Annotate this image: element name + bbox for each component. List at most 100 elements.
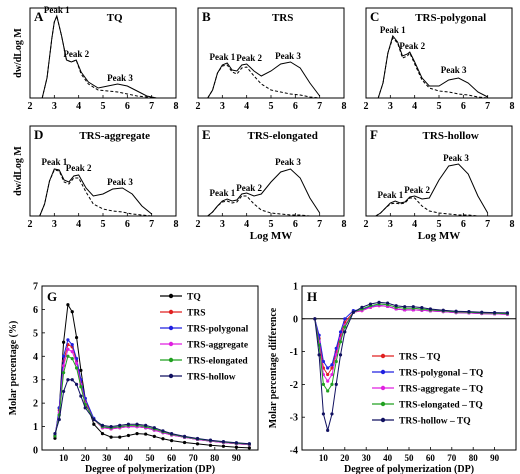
data-point <box>92 417 96 422</box>
x-tick-label: 8 <box>510 219 515 230</box>
y-tick-label: -3 <box>290 413 298 424</box>
x-tick-label: 4 <box>244 101 249 112</box>
data-point <box>360 305 364 309</box>
peak-label: Peak 1 <box>377 190 403 200</box>
x-tick-label: 5 <box>101 219 106 230</box>
x-tick-label: 30 <box>362 453 372 463</box>
peak-label: Peak 2 <box>399 41 425 51</box>
x-tick-label: 7 <box>485 101 490 112</box>
data-point <box>330 382 334 386</box>
solid-curve <box>207 61 321 99</box>
data-point <box>70 357 74 361</box>
x-tick-label: 6 <box>125 219 130 230</box>
series-trs-elongated <box>53 354 251 446</box>
panel-title: TRS-aggregate <box>79 130 150 142</box>
legend-marker <box>168 325 174 331</box>
x-tick-label: 3 <box>220 219 225 230</box>
panel-C: 2 3 4 5 6 7 8 C TRS-polygonal Peak 1 Peak 2 Peak 3 <box>364 7 515 112</box>
legend: TRS – TQ TRS-polygonal – TQ TRS-aggregate … <box>372 353 483 427</box>
x-tick-label: 70 <box>189 453 199 463</box>
x-tick-label: 20 <box>340 453 350 463</box>
data-point <box>135 422 139 426</box>
data-point <box>66 303 70 307</box>
data-point <box>343 317 347 321</box>
x-tick-label: 8 <box>174 219 179 230</box>
x-tick-label: 6 <box>461 101 466 112</box>
data-point <box>109 435 113 439</box>
data-point <box>57 417 61 422</box>
legend-label: TRS-aggregate <box>187 341 248 351</box>
panel-H: 10 20 30 40 50 60 70 80 90 -4 -3 -2 -1 0 1H Degree of p… <box>268 282 517 474</box>
data-point <box>74 382 79 386</box>
x-tick-label: 2 <box>364 219 369 230</box>
x-tick-label: 20 <box>81 453 91 463</box>
x-tick-label: 2 <box>364 101 369 112</box>
data-point <box>313 317 317 321</box>
x-tick-label: 6 <box>293 101 298 112</box>
data-point <box>326 428 330 432</box>
y-tick-label: -1 <box>290 347 298 358</box>
y-axis-label: dw/dLog M <box>13 146 24 196</box>
legend: TQ TRS TRS-polygonal TRS-aggregate TRS-elong… <box>160 293 249 383</box>
peak-label: Peak 3 <box>107 177 133 187</box>
data-point <box>79 394 83 398</box>
data-point <box>351 310 355 314</box>
data-point <box>79 368 83 372</box>
data-point <box>343 325 347 329</box>
legend-marker <box>380 385 386 391</box>
x-tick-label: 3 <box>388 219 393 230</box>
x-tick-label: 5 <box>437 101 442 112</box>
peak-label: Peak 1 <box>41 157 67 167</box>
peak-label: Peak 1 <box>44 5 70 15</box>
panel-title: TRS-hollow <box>423 130 479 142</box>
data-point <box>326 372 330 377</box>
x-axis-label: Degree of polymerization (DP) <box>85 464 215 474</box>
y-tick-label: 7 <box>33 282 38 293</box>
data-point <box>321 359 325 364</box>
x-tick-label: 80 <box>469 453 479 463</box>
data-point <box>330 372 334 377</box>
data-point <box>411 305 415 309</box>
data-point <box>182 434 187 439</box>
x-tick-label: 10 <box>319 453 329 463</box>
data-point <box>441 308 445 312</box>
panel-letter: F <box>370 127 378 142</box>
panel-letter: E <box>202 127 211 142</box>
legend-label: TQ <box>187 293 201 303</box>
x-axis-label: Degree of polymerization (DP) <box>344 464 474 474</box>
data-point <box>394 304 398 308</box>
data-point <box>170 432 174 436</box>
x-tick-label: 7 <box>149 219 154 230</box>
peak-label: Peak 1 <box>209 188 235 198</box>
y-axis-label: dw/dLog M <box>13 28 24 78</box>
data-point <box>83 406 87 410</box>
data-point <box>53 434 57 438</box>
data-point <box>234 441 238 445</box>
x-tick-label: 70 <box>447 453 457 463</box>
peak-label: Peak 2 <box>236 183 262 193</box>
dashed-curve <box>377 37 488 99</box>
data-point <box>62 364 66 368</box>
dashed-curve <box>207 195 320 217</box>
x-tick-label: 7 <box>149 101 154 112</box>
plot-frame <box>41 285 259 451</box>
dashed-curve <box>39 169 152 217</box>
data-point <box>208 438 213 442</box>
data-point <box>330 412 334 416</box>
dashed-curve <box>207 64 320 99</box>
x-tick-label: 4 <box>412 101 417 112</box>
x-tick-label: 6 <box>293 219 298 230</box>
data-point <box>343 330 347 334</box>
data-point <box>420 306 424 310</box>
data-point <box>326 389 330 393</box>
y-tick-label: -4 <box>290 446 298 457</box>
x-tick-label: 8 <box>342 219 347 230</box>
x-tick-label: 80 <box>210 453 220 463</box>
x-tick-label: 30 <box>102 453 112 463</box>
x-tick-label: 3 <box>220 101 225 112</box>
y-tick-label: 5 <box>33 328 38 339</box>
panel-letter: B <box>202 9 211 24</box>
legend-label: TRS-hollow – TQ <box>399 417 471 427</box>
x-tick-label: 60 <box>426 453 436 463</box>
peak-label: Peak 1 <box>380 25 406 35</box>
